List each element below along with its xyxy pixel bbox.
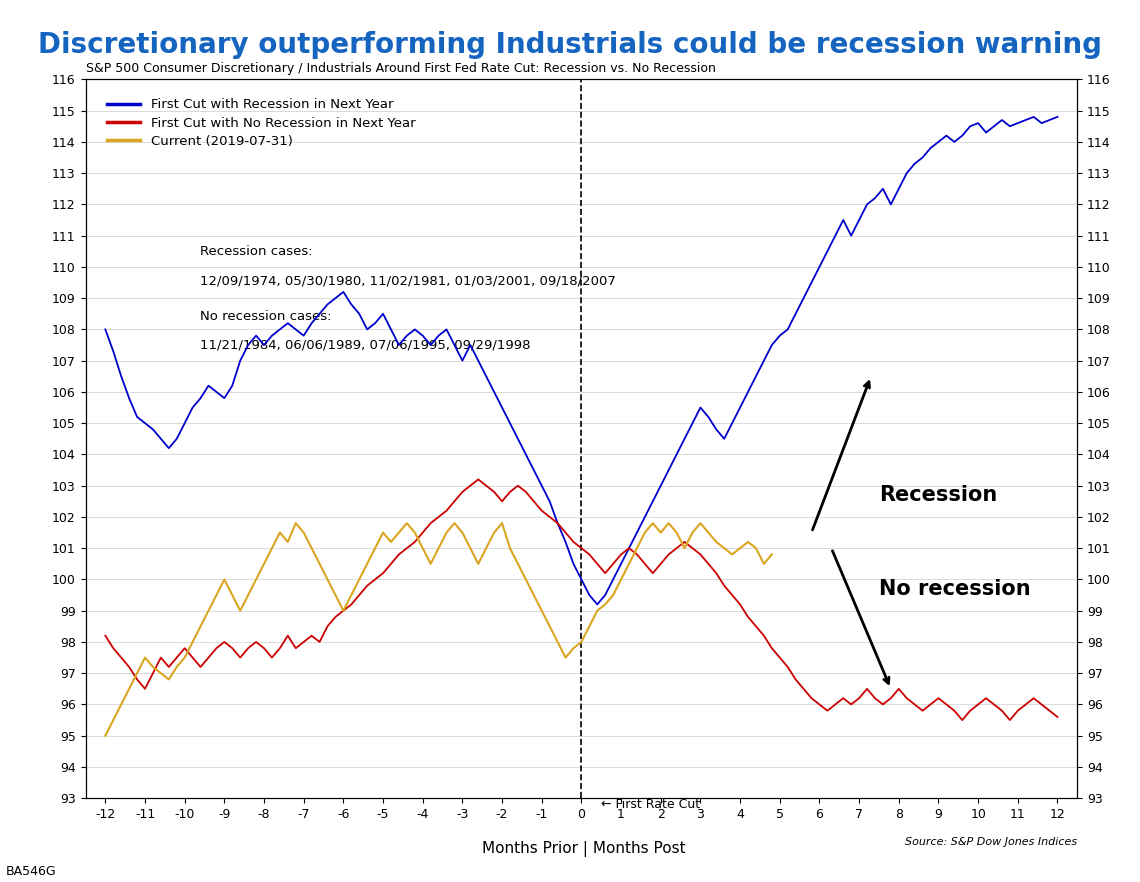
Text: No recession: No recession <box>879 579 1031 599</box>
Legend: First Cut with Recession in Next Year, First Cut with No Recession in Next Year,: First Cut with Recession in Next Year, F… <box>101 93 421 153</box>
Text: BA546G: BA546G <box>6 864 56 878</box>
Text: No recession cases:: No recession cases: <box>200 310 331 323</box>
Text: Recession: Recession <box>879 485 998 505</box>
Text: S&P 500 Consumer Discretionary / Industrials Around First Fed Rate Cut: Recessio: S&P 500 Consumer Discretionary / Industr… <box>86 63 716 76</box>
Text: Recession cases:: Recession cases: <box>200 245 312 258</box>
Text: 12/09/1974, 05/30/1980, 11/02/1981, 01/03/2001, 09/18/2007: 12/09/1974, 05/30/1980, 11/02/1981, 01/0… <box>200 274 616 288</box>
Text: Months Prior | Months Post: Months Prior | Months Post <box>482 841 685 857</box>
Text: Discretionary outperforming Industrials could be recession warning: Discretionary outperforming Industrials … <box>38 31 1102 59</box>
Text: ← First Rate Cut: ← First Rate Cut <box>601 798 700 811</box>
Text: 11/21/1984, 06/06/1989, 07/06/1995, 09/29/1998: 11/21/1984, 06/06/1989, 07/06/1995, 09/2… <box>200 339 530 352</box>
Text: Source: S&P Dow Jones Indices: Source: S&P Dow Jones Indices <box>905 837 1077 847</box>
